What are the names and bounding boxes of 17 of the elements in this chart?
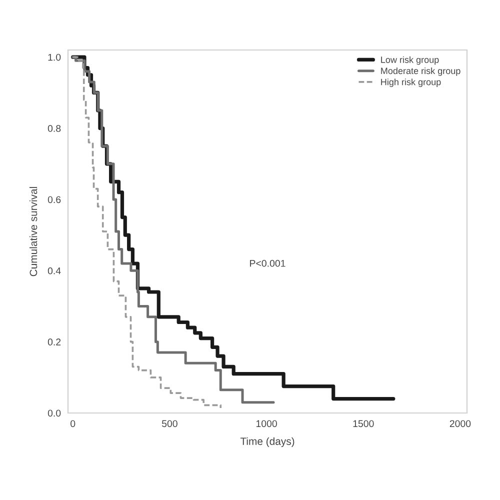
- y-tick-label: 0.8: [48, 125, 61, 132]
- legend-label: Low risk group: [381, 56, 439, 65]
- y-tick-label: 1.0: [48, 54, 61, 61]
- y-tick-label: 0.6: [48, 196, 61, 204]
- x-axis-title: Time (days): [240, 437, 294, 448]
- y-axis-title: Cumulative survival: [30, 187, 38, 276]
- y-tick-label: 0.4: [48, 267, 61, 274]
- x-tick-label: 2000: [450, 420, 471, 428]
- x-tick-label: 500: [162, 420, 178, 428]
- x-tick-label: 1000: [256, 420, 277, 428]
- x-tick-label: 1500: [353, 420, 374, 428]
- legend-label: Moderate risk group: [381, 67, 460, 76]
- legend-label: High risk group: [381, 78, 441, 87]
- annotation: P<0.001: [250, 260, 286, 267]
- x-tick-label: 0: [70, 420, 76, 428]
- y-tick-label: 0.2: [48, 338, 61, 346]
- y-tick-label: 0.0: [48, 410, 61, 417]
